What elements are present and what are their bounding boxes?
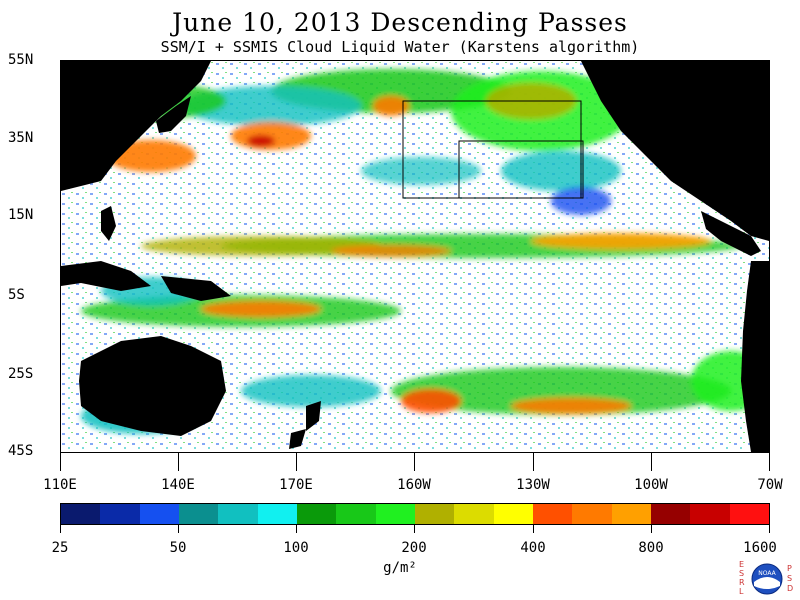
map-subtitle: SSM/I + SSMIS Cloud Liquid Water (Karste… [160, 38, 640, 56]
lon-label-160w: 160W [397, 477, 431, 493]
land-masses [61, 61, 769, 452]
logo-letter: E [739, 560, 745, 569]
lat-label-15n: 15N [8, 207, 34, 223]
colorbar-cell [178, 504, 219, 524]
colorbar-cell [493, 504, 533, 524]
logo-letter: S [787, 574, 793, 583]
colorbar-label-400: 400 [520, 540, 546, 556]
colorbar-tick [178, 525, 179, 533]
lat-label-55n: 55N [8, 52, 34, 68]
colorbar-cell [257, 504, 297, 524]
colorbar-label-1600: 1600 [743, 540, 777, 556]
noaa-emblem-icon: NOAA [751, 563, 783, 595]
logo-letter: R [739, 578, 745, 587]
colorbar-cell [650, 504, 691, 524]
noaa-emblem-text: NOAA [758, 570, 776, 577]
lat-label-45s: 45S [8, 443, 34, 459]
colorbar-label-200: 200 [401, 540, 427, 556]
lat-label-5s: 5S [8, 287, 25, 303]
colorbar-cell [532, 504, 573, 524]
colorbar-tick [533, 525, 534, 533]
lon-tick [60, 453, 61, 471]
lon-label-130w: 130W [516, 477, 550, 493]
lon-tick [533, 453, 534, 471]
colorbar-cell [336, 504, 376, 524]
lon-label-110e: 110E [43, 477, 77, 493]
colorbar [60, 503, 770, 525]
logo-letter: L [739, 587, 744, 596]
colorbar-cell [139, 504, 179, 524]
colorbar-label-50: 50 [169, 540, 187, 556]
cloud-liquid-water-map [60, 60, 770, 453]
colorbar-tick [414, 525, 415, 533]
colorbar-cell [572, 504, 612, 524]
colorbar-cell [690, 504, 730, 524]
colorbar-cell [296, 504, 337, 524]
lat-label-25s: 25S [8, 366, 34, 382]
colorbar-cell [454, 504, 494, 524]
lon-tick [414, 453, 415, 471]
logo-letter: D [787, 584, 794, 593]
logo-letter: S [739, 569, 745, 578]
lat-label-35n: 35N [8, 130, 34, 146]
colorbar-cell [729, 504, 769, 524]
logo-letter: P [787, 564, 792, 573]
colorbar-cell [61, 504, 101, 524]
colorbar-tick [60, 525, 61, 533]
colorbar-tick [769, 525, 770, 533]
cloud-bands [81, 69, 769, 434]
colorbar-cell [100, 504, 140, 524]
lon-label-100w: 100W [634, 477, 668, 493]
map-canvas [61, 61, 769, 452]
colorbar-cell [375, 504, 415, 524]
noaa-esrl-psd-logo: E S R L NOAA P S D [735, 558, 797, 600]
colorbar-cell [611, 504, 651, 524]
colorbar-tick [296, 525, 297, 533]
colorbar-label-25: 25 [51, 540, 69, 556]
lon-label-170e: 170E [279, 477, 313, 493]
colorbar-cell [414, 504, 455, 524]
lon-tick [296, 453, 297, 471]
colorbar-label-100: 100 [283, 540, 309, 556]
colorbar-units: g/m² [383, 560, 417, 576]
lon-tick [651, 453, 652, 471]
colorbar-tick [651, 525, 652, 533]
lon-label-70w: 70W [757, 477, 783, 493]
lon-tick [178, 453, 179, 471]
colorbar-label-800: 800 [638, 540, 664, 556]
colorbar-cell [218, 504, 258, 524]
lon-label-140e: 140E [161, 477, 195, 493]
map-title: June 10, 2013 Descending Passes [172, 8, 628, 37]
lon-tick [769, 453, 770, 471]
analysis-box-east [458, 140, 584, 199]
